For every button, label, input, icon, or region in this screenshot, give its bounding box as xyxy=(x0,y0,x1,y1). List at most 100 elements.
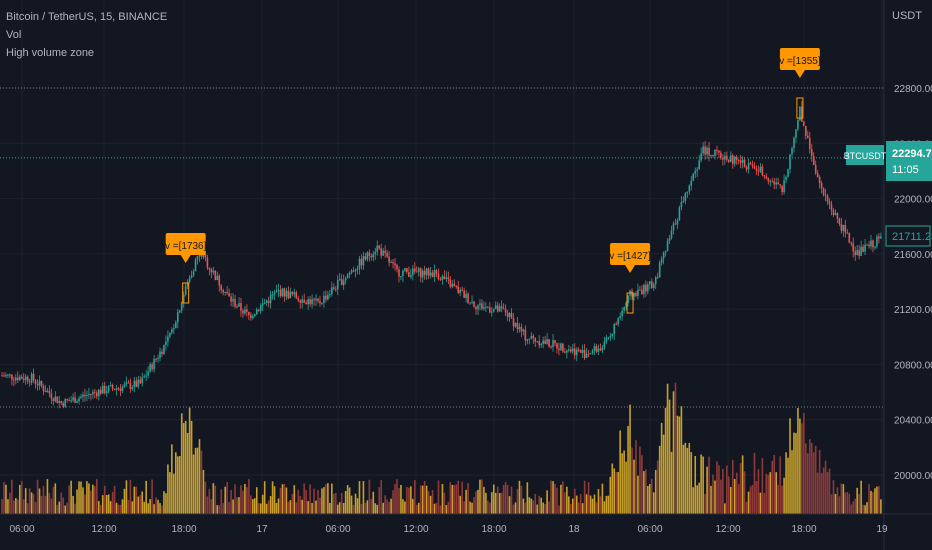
volume-bar xyxy=(552,481,554,514)
volume-bar xyxy=(26,503,29,514)
volume-bar xyxy=(842,484,845,514)
volume-bar xyxy=(271,481,274,514)
candle-body xyxy=(650,281,653,288)
candle-body xyxy=(123,384,126,387)
volume-bar xyxy=(672,391,675,514)
volume-bar xyxy=(242,490,244,514)
volume-bar xyxy=(287,501,290,514)
volume-bar xyxy=(520,485,523,514)
candle-body xyxy=(866,244,868,246)
candle-body xyxy=(864,244,866,252)
candle-body xyxy=(880,236,882,239)
candle-body xyxy=(688,185,691,192)
candle-body xyxy=(333,287,335,289)
zone-indicator-label[interactable]: High volume zone xyxy=(6,47,95,59)
candle-body xyxy=(340,279,343,286)
candle-body xyxy=(242,310,244,314)
volume-bar xyxy=(577,502,580,514)
volume-bar xyxy=(121,499,124,514)
volume-bar xyxy=(702,456,704,514)
volume-bar xyxy=(609,476,612,514)
candle-body xyxy=(745,167,748,170)
candle-body xyxy=(34,380,37,384)
candle-body xyxy=(348,272,351,275)
volume-bar xyxy=(68,485,70,514)
candle-body xyxy=(540,344,542,346)
candle-body xyxy=(801,106,803,122)
candle-body xyxy=(457,286,460,293)
last-price-text: 22294.79 xyxy=(892,148,932,160)
candle-body xyxy=(508,312,511,317)
volume-bar xyxy=(48,493,51,514)
candle-body xyxy=(530,335,533,339)
candle-body xyxy=(518,326,521,330)
volume-bar xyxy=(830,494,833,514)
candle-body xyxy=(238,302,240,307)
volume-bar xyxy=(864,505,866,514)
volume-bar xyxy=(289,500,292,514)
volume-indicator-label[interactable]: Vol xyxy=(6,29,22,41)
candle-body xyxy=(366,252,369,260)
volume-bar xyxy=(248,479,250,514)
volume-bar xyxy=(220,489,223,514)
volume-bar xyxy=(587,482,590,514)
volume-bar xyxy=(66,502,68,514)
candle-body xyxy=(313,299,315,301)
volume-bar xyxy=(718,465,720,514)
volume-bar xyxy=(500,492,503,514)
volume-bar xyxy=(423,481,426,514)
volume-bar xyxy=(226,481,228,514)
volume-bar xyxy=(593,494,596,514)
candle-body xyxy=(72,397,74,401)
marker-label: v =[1355] xyxy=(779,56,821,67)
candle-body xyxy=(483,307,485,309)
candle-body xyxy=(58,401,61,404)
volume-bar xyxy=(773,454,776,514)
volume-bar xyxy=(704,494,706,514)
candle-body xyxy=(560,343,562,350)
candle-body xyxy=(305,302,307,305)
candle-body xyxy=(415,271,418,273)
volume-bar xyxy=(153,504,155,514)
volume-bar xyxy=(698,482,700,514)
candle-body xyxy=(763,175,766,177)
candle-body xyxy=(702,146,704,154)
price-tick-label: 21600.00 xyxy=(894,250,932,261)
volume-bar xyxy=(378,487,381,514)
volume-bar xyxy=(42,485,45,514)
candle-body xyxy=(234,299,236,307)
candle-body xyxy=(186,281,189,287)
candle-body xyxy=(376,245,379,252)
volume-bar xyxy=(327,483,329,514)
volume-bar xyxy=(285,487,288,514)
volume-bar xyxy=(570,503,572,514)
volume-bar xyxy=(265,503,268,514)
candle-body xyxy=(599,348,602,351)
candle-body xyxy=(755,168,758,171)
volume-bar xyxy=(637,475,639,514)
volume-bar xyxy=(5,484,7,514)
candle-body xyxy=(449,279,452,287)
candle-body xyxy=(832,210,835,215)
volume-bar xyxy=(720,479,722,514)
candle-body xyxy=(475,306,477,310)
candle-body xyxy=(169,332,171,337)
volume-bar xyxy=(311,502,313,514)
volume-bar xyxy=(192,454,195,514)
candle-body xyxy=(336,279,339,290)
candle-body xyxy=(257,309,260,311)
candle-body xyxy=(680,202,683,208)
candle-body xyxy=(342,280,345,286)
candle-body xyxy=(178,310,181,313)
volume-bar xyxy=(149,499,151,514)
candle-body xyxy=(188,277,191,282)
candle-body xyxy=(706,147,708,155)
candle-body xyxy=(516,323,519,330)
volume-bar xyxy=(86,481,88,514)
volume-bar xyxy=(273,486,276,514)
candle-body xyxy=(583,350,586,359)
volume-bar xyxy=(803,412,805,514)
candle-body xyxy=(364,256,367,260)
volume-bar xyxy=(305,490,307,514)
